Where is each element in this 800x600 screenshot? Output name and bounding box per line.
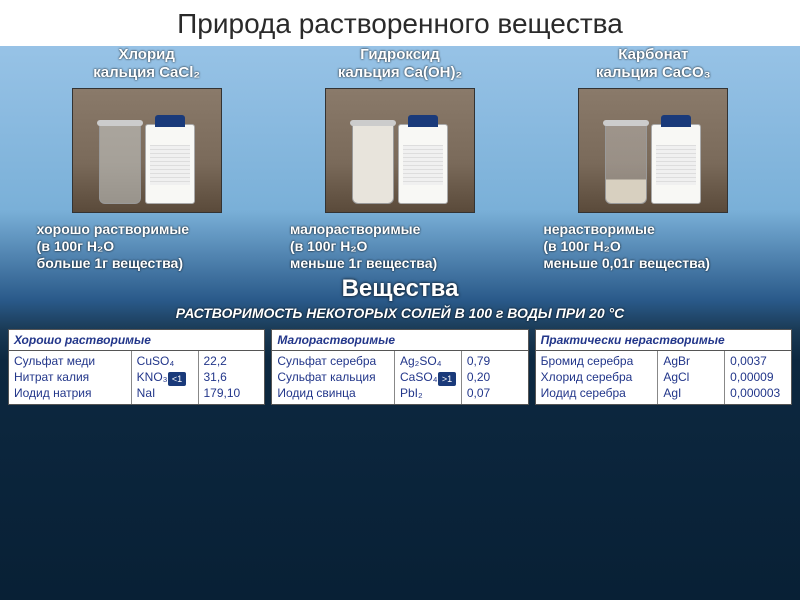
beaker-icon bbox=[605, 124, 647, 204]
bottle-icon bbox=[651, 124, 701, 204]
sample-chloride: Хлоридкальция CaCl₂ хорошо растворимые(в… bbox=[27, 46, 267, 271]
sample-title: Хлоридкальция CaCl₂ bbox=[27, 46, 267, 82]
table-header: Хорошо растворимые bbox=[9, 330, 264, 351]
cell: 0,790,200,07 bbox=[462, 351, 528, 404]
beaker-icon bbox=[99, 124, 141, 204]
table-header: Малорастворимые bbox=[272, 330, 527, 351]
table-row: Сульфат серебраСульфат кальцияИодид свин… bbox=[272, 351, 527, 404]
sample-caption: хорошо растворимые(в 100г H₂Oбольше 1г в… bbox=[27, 221, 267, 271]
table-slightly: Малорастворимые Сульфат серебраСульфат к… bbox=[271, 329, 528, 405]
table-soluble: Хорошо растворимые Сульфат медиНитрат ка… bbox=[8, 329, 265, 405]
sample-photo bbox=[72, 88, 222, 213]
table-row: Бромид серебраХлорид серебраИодид серебр… bbox=[536, 351, 791, 404]
badge-more: >1 bbox=[438, 372, 456, 386]
beaker-icon bbox=[352, 124, 394, 204]
sample-title: Карбонаткальция CaCO₃ bbox=[533, 46, 773, 82]
sample-hydroxide: Гидроксидкальция Ca(OH)₂ малорастворимые… bbox=[280, 46, 520, 271]
sample-caption: нерастворимые(в 100г H₂Oменьше 0,01г вещ… bbox=[533, 221, 773, 271]
samples-row: Хлоридкальция CaCl₂ хорошо растворимые(в… bbox=[0, 46, 800, 271]
table-insoluble: Практически нерастворимые Бромид серебра… bbox=[535, 329, 792, 405]
cell: Бромид серебраХлорид серебраИодид серебр… bbox=[536, 351, 659, 404]
cell: 22,231,6179,10 bbox=[199, 351, 265, 404]
sample-photo bbox=[578, 88, 728, 213]
sample-photo bbox=[325, 88, 475, 213]
solubility-tables: Хорошо растворимые Сульфат медиНитрат ка… bbox=[0, 321, 800, 405]
badge-less: <1 bbox=[168, 372, 186, 386]
table-row: Сульфат медиНитрат калияИодид натрия CuS… bbox=[9, 351, 264, 404]
sample-carbonate: Карбонаткальция CaCO₃ нерастворимые(в 10… bbox=[533, 46, 773, 271]
cell: Сульфат медиНитрат калияИодид натрия bbox=[9, 351, 132, 404]
cell: CuSO₄KNO₃NaI bbox=[132, 351, 199, 404]
sample-caption: малорастворимые(в 100г H₂Oменьше 1г веще… bbox=[280, 221, 520, 271]
table-header: Практически нерастворимые bbox=[536, 330, 791, 351]
cell: Сульфат серебраСульфат кальцияИодид свин… bbox=[272, 351, 395, 404]
central-heading: Вещества bbox=[0, 275, 800, 303]
bottle-icon bbox=[398, 124, 448, 204]
bottle-icon bbox=[145, 124, 195, 204]
sample-title: Гидроксидкальция Ca(OH)₂ bbox=[280, 46, 520, 82]
sub-caption: РАСТВОРИМОСТЬ НЕКОТОРЫХ СОЛЕЙ В 100 г ВО… bbox=[0, 305, 800, 321]
cell: 0,00370,000090,000003 bbox=[725, 351, 791, 404]
cell: AgBrAgClAgI bbox=[658, 351, 725, 404]
slide-title: Природа растворенного вещества bbox=[0, 0, 800, 46]
